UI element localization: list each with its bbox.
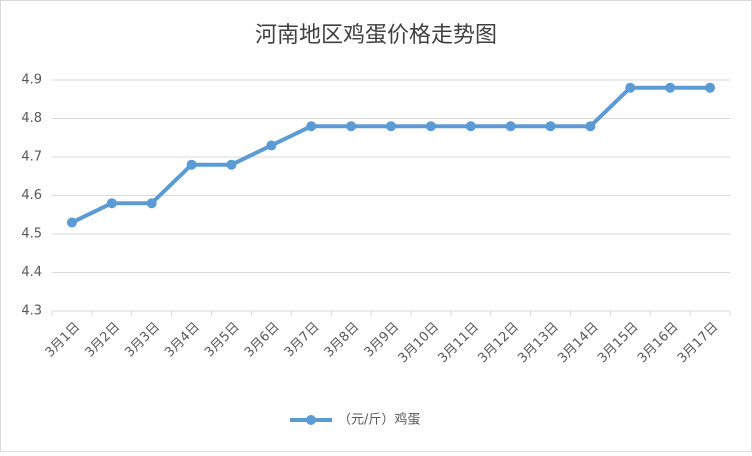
chart-title: 河南地区鸡蛋价格走势图 xyxy=(255,23,497,48)
point xyxy=(625,82,636,93)
legend-marker xyxy=(306,415,316,425)
y-tick-label: 4.7 xyxy=(21,150,42,165)
point xyxy=(386,121,396,132)
point xyxy=(306,121,317,132)
y-tick-label: 4.4 xyxy=(21,265,42,280)
point xyxy=(266,140,277,151)
point xyxy=(585,121,596,132)
y-tick-label: 4.6 xyxy=(21,188,42,203)
point xyxy=(465,121,476,132)
point xyxy=(665,82,676,93)
point xyxy=(106,198,117,209)
y-tick-label: 4.3 xyxy=(21,304,42,319)
point xyxy=(146,198,157,209)
legend-label: （元/斤）鸡蛋 xyxy=(338,412,420,428)
point xyxy=(425,121,436,132)
point xyxy=(346,121,357,132)
point xyxy=(66,217,77,228)
y-tick-label: 4.9 xyxy=(21,73,42,88)
y-tick-label: 4.5 xyxy=(21,227,42,242)
point xyxy=(226,159,237,170)
point xyxy=(505,121,516,132)
y-tick-label: 4.8 xyxy=(21,111,42,126)
point xyxy=(186,159,197,170)
point xyxy=(705,82,716,93)
point xyxy=(545,121,556,132)
